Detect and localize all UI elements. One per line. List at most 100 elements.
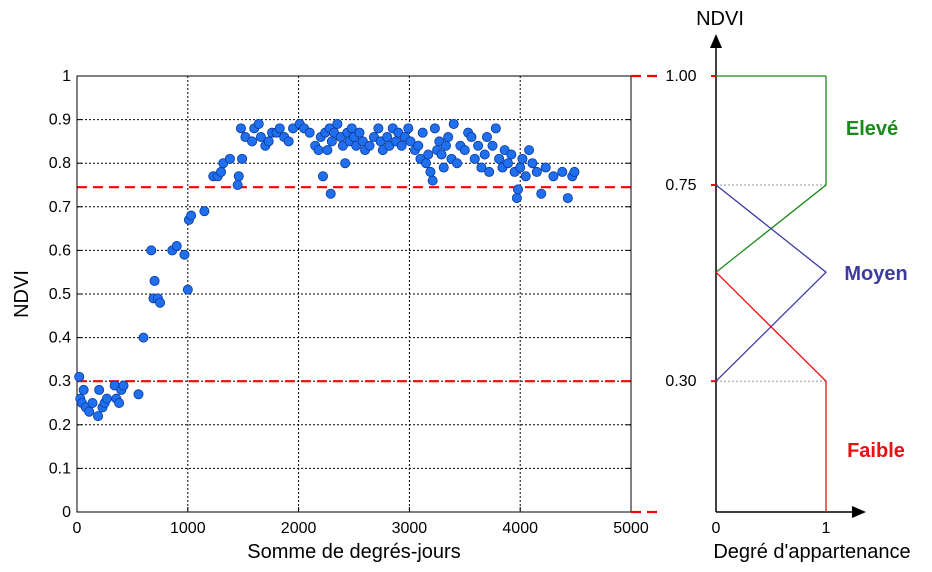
label-faible: Faible [847, 440, 905, 462]
data-point [101, 393, 112, 404]
y-tick-label: 0.7 [49, 199, 71, 216]
y-axis-label: NDVI [11, 270, 33, 318]
level-guides [631, 74, 826, 514]
data-point [247, 136, 258, 147]
data-point [118, 380, 129, 391]
data-point [354, 127, 365, 138]
membership-tick-label: 0 [712, 520, 721, 537]
data-point [182, 284, 193, 295]
data-point [448, 118, 459, 129]
data-point [476, 162, 487, 173]
x-tick-label: 2000 [281, 520, 317, 537]
data-point [396, 140, 407, 151]
data-point [325, 188, 336, 199]
data-point [93, 411, 104, 422]
membership-line-moyen [715, 184, 827, 382]
data-point [440, 140, 451, 151]
data-point [237, 153, 248, 164]
scatter-chart: 0 1000 2000 3000 4000 5000 0 0.1 0.2 0.3 0.4 0.5 0.… [11, 68, 649, 563]
data-point [313, 145, 324, 156]
data-point [155, 297, 166, 308]
data-point [466, 132, 477, 143]
data-point [179, 249, 190, 260]
data-point [274, 123, 285, 134]
membership-functions [715, 75, 827, 512]
membership-line-faible [715, 271, 827, 512]
data-point [84, 406, 95, 417]
data-point [421, 158, 432, 169]
y-tick-label: 0.4 [49, 330, 71, 347]
data-point [340, 158, 351, 169]
membership-line-elevé [715, 76, 827, 273]
data-point [405, 136, 416, 147]
x-tick-label: 3000 [392, 520, 428, 537]
data-point [233, 171, 244, 182]
y-tick-label: 0 [62, 504, 71, 521]
data-point [322, 145, 333, 156]
label-eleve: Elevé [846, 118, 898, 140]
data-point [494, 153, 505, 164]
y-tick-label: 0.2 [49, 417, 71, 434]
arrow-up-icon [710, 34, 722, 48]
y-tick-label: 0.5 [49, 286, 71, 303]
membership-axis-label: Degré d'appartenance [713, 541, 910, 563]
ndvi-tick-label: 0.75 [665, 177, 696, 194]
data-point [403, 123, 414, 134]
data-point [199, 206, 210, 217]
data-point [382, 132, 393, 143]
data-point [186, 210, 197, 221]
data-point [515, 162, 526, 173]
data-point [413, 140, 424, 151]
x-axis-label: Somme de degrés-jours [247, 541, 460, 563]
data-point [255, 132, 266, 143]
data-point [511, 193, 522, 204]
data-point [429, 123, 440, 134]
data-point [503, 158, 514, 169]
data-point [481, 132, 492, 143]
data-point [87, 397, 98, 408]
ndvi-tick-labels: 1.00 0.75 0.30 [665, 68, 716, 390]
data-point [531, 166, 542, 177]
data-point [484, 166, 495, 177]
data-point [94, 384, 105, 395]
membership-chart-title: NDVI [696, 8, 744, 30]
data-point [512, 184, 523, 195]
data-point [133, 389, 144, 400]
data-point [479, 149, 490, 160]
y-tick-labels: 0 0.1 0.2 0.3 0.4 0.5 0.6 0.7 0.8 0.9 1 [49, 68, 71, 521]
data-point [469, 153, 480, 164]
reference-lines [77, 186, 631, 383]
y-tick-label: 0.8 [49, 155, 71, 172]
data-point [171, 241, 182, 252]
membership-tick-label: 1 [822, 520, 831, 537]
data-point [438, 162, 449, 173]
data-point [425, 166, 436, 177]
data-point [216, 166, 227, 177]
data-point [548, 171, 559, 182]
data-point [423, 149, 434, 160]
data-point [557, 166, 568, 177]
data-point [569, 166, 580, 177]
data-point [487, 140, 498, 151]
data-point [114, 397, 125, 408]
data-point [536, 188, 547, 199]
data-point [138, 332, 149, 343]
data-point [540, 162, 551, 173]
x-tick-label: 1000 [170, 520, 206, 537]
data-point [74, 371, 85, 382]
data-point [452, 158, 463, 169]
data-point [527, 158, 538, 169]
data-point [78, 384, 89, 395]
data-point [524, 145, 535, 156]
y-tick-label: 1 [62, 68, 71, 85]
ndvi-tick-label: 0.30 [665, 373, 696, 390]
x-tick-label: 4000 [502, 520, 538, 537]
data-point [146, 245, 157, 256]
data-point [232, 179, 243, 190]
y-tick-label: 0.9 [49, 112, 71, 129]
arrow-right-icon [852, 506, 866, 518]
data-point [459, 145, 470, 156]
